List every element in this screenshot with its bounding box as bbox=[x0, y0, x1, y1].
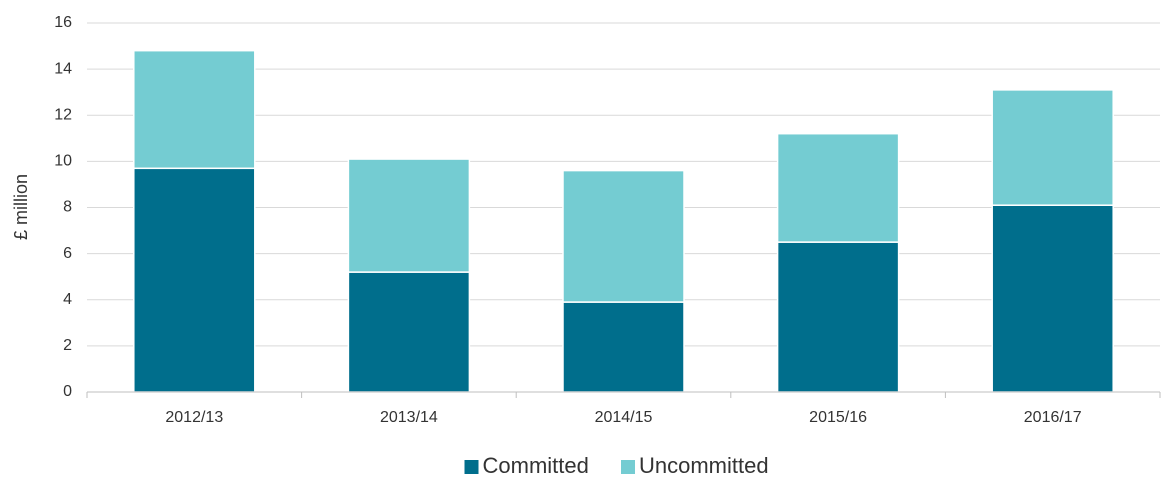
x-tick-label: 2013/14 bbox=[380, 409, 438, 426]
y-tick-label: 6 bbox=[63, 245, 72, 262]
legend-swatch bbox=[464, 460, 479, 474]
bar-segment bbox=[133, 167, 256, 393]
x-tick-label: 2014/15 bbox=[595, 409, 653, 426]
bar-segment bbox=[991, 89, 1114, 206]
x-tick-label: 2016/17 bbox=[1024, 409, 1082, 426]
legend-swatch bbox=[621, 460, 635, 474]
bar-segment bbox=[776, 132, 900, 243]
y-tick-label: 16 bbox=[54, 14, 72, 31]
bar-segment bbox=[991, 204, 1114, 393]
y-tick-label: 0 bbox=[63, 383, 72, 400]
x-tick-label: 2012/13 bbox=[165, 409, 223, 426]
y-tick-label: 4 bbox=[63, 291, 72, 308]
bar-segment bbox=[133, 49, 256, 170]
y-tick-label: 2 bbox=[63, 337, 72, 354]
y-axis-label: £ million bbox=[11, 174, 31, 240]
bar-segment bbox=[347, 158, 471, 273]
legend-label: Uncommitted bbox=[639, 453, 769, 477]
bar-segment bbox=[562, 301, 685, 393]
y-tick-label: 12 bbox=[54, 106, 72, 123]
y-tick-label: 8 bbox=[63, 199, 72, 216]
bar-segment bbox=[776, 241, 900, 393]
legend-label: Committed bbox=[483, 453, 589, 477]
bar-segment bbox=[347, 271, 471, 393]
y-tick-label: 14 bbox=[54, 60, 72, 77]
x-tick-label: 2015/16 bbox=[809, 409, 867, 426]
bar-segment bbox=[562, 169, 685, 303]
y-tick-label: 10 bbox=[54, 153, 72, 170]
